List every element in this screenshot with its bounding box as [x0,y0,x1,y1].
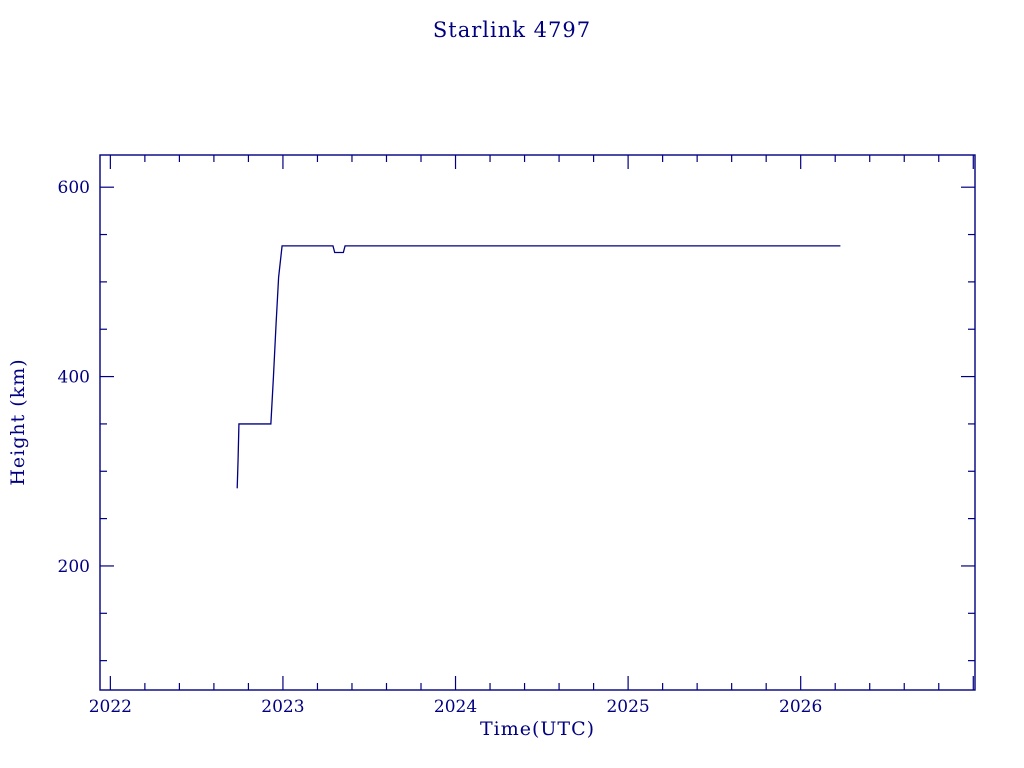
x-tick-label: 2022 [89,697,132,717]
y-tick-label: 200 [58,557,90,577]
x-tick-label: 2024 [434,697,477,717]
y-tick-label: 400 [58,368,90,388]
x-tick-label: 2025 [606,697,649,717]
x-tick-label: 2023 [261,697,304,717]
y-tick-label: 600 [58,178,90,198]
chart-title: Starlink 4797 [432,18,592,42]
height-series-line [236,245,841,489]
x-tick-label: 2026 [779,697,822,717]
x-axis-label: Time(UTC) [479,718,596,740]
